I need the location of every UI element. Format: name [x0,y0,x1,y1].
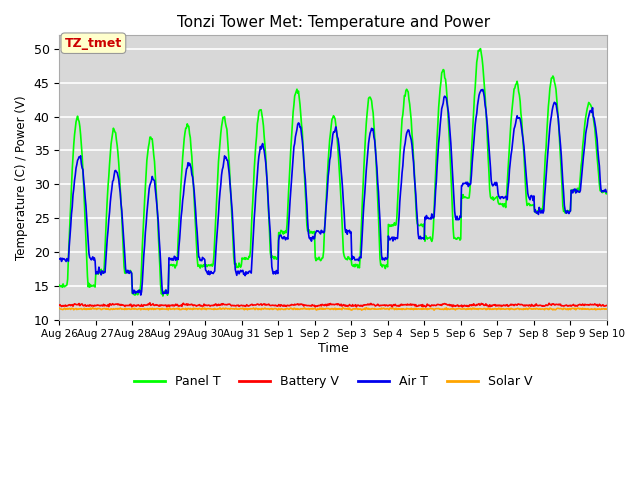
Panel T [56,282,63,288]
Solar V [177,307,185,312]
Panel T [207,263,214,268]
Air T [207,268,214,274]
Battery V [207,303,214,309]
Air T [178,207,186,213]
Line: Battery V: Battery V [60,303,607,307]
Line: Panel T: Panel T [60,48,607,296]
Text: TZ_tmet: TZ_tmet [65,36,122,50]
Solar V [401,306,408,312]
Panel T [401,93,408,98]
Y-axis label: Temperature (C) / Power (V): Temperature (C) / Power (V) [15,95,28,260]
Panel T [178,166,186,171]
Battery V [603,302,611,308]
Air T [479,86,486,92]
Solar V [430,307,438,313]
Line: Solar V: Solar V [60,308,607,310]
Solar V [603,306,611,312]
Air T [401,144,408,150]
Solar V [65,306,73,312]
Title: Tonzi Tower Met: Temperature and Power: Tonzi Tower Met: Temperature and Power [177,15,490,30]
Battery V [56,302,63,308]
Air T [65,244,73,250]
Panel T [477,46,484,51]
Battery V [388,304,396,310]
Panel T [417,222,424,228]
Solar V [122,305,129,311]
X-axis label: Time: Time [318,342,349,355]
Solar V [417,306,424,312]
Legend: Panel T, Battery V, Air T, Solar V: Panel T, Battery V, Air T, Solar V [129,370,538,393]
Panel T [159,293,167,299]
Solar V [56,305,63,311]
Battery V [417,302,425,308]
Air T [417,233,424,239]
Line: Air T: Air T [60,89,607,295]
Panel T [603,190,611,195]
Panel T [65,236,73,242]
Battery V [401,302,409,308]
Battery V [122,302,129,308]
Panel T [122,270,129,276]
Battery V [146,300,154,306]
Air T [56,256,63,262]
Solar V [362,305,370,311]
Battery V [65,302,73,308]
Air T [603,189,611,195]
Battery V [178,303,186,309]
Air T [137,292,145,298]
Solar V [206,306,214,312]
Air T [122,265,129,271]
